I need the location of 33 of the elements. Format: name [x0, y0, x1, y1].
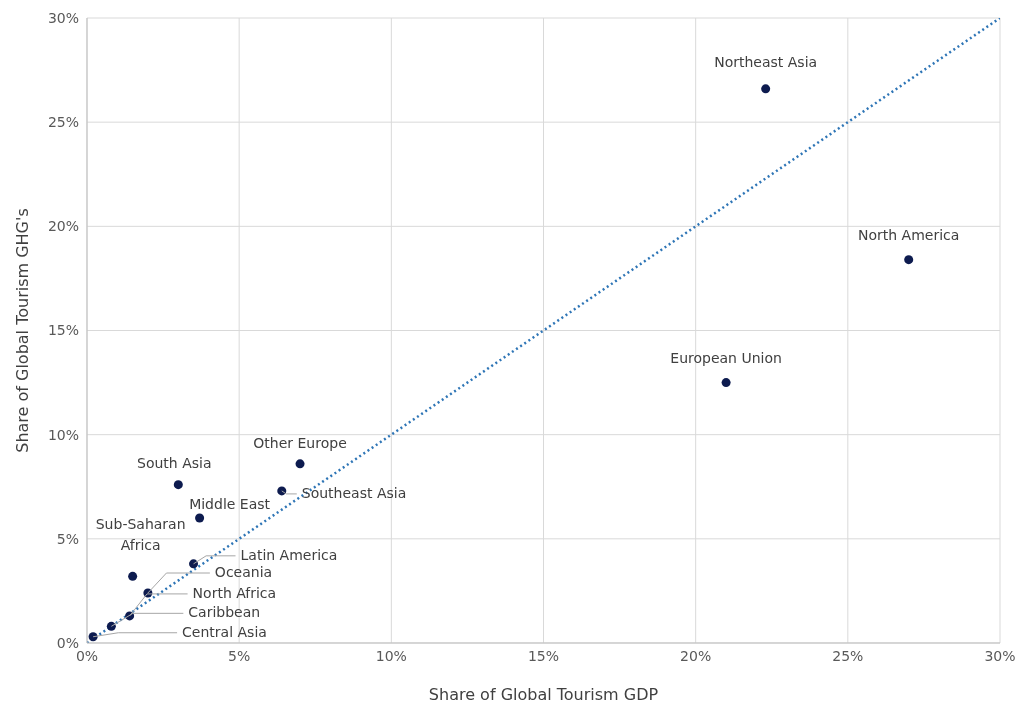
y-tick-label: 10%	[47, 426, 79, 443]
annotation: Central Asia	[182, 623, 267, 640]
annotation: North Africa	[192, 584, 277, 601]
x-tick-label: 30%	[984, 647, 1016, 664]
point	[761, 84, 771, 94]
x-tick-label: 15%	[527, 647, 560, 664]
x-axis-title: Share of Global Tourism GDP	[428, 685, 659, 704]
annotation: European Union	[670, 349, 782, 366]
y-tick-label: 30%	[47, 9, 79, 26]
point	[128, 571, 138, 581]
point	[195, 513, 205, 523]
point	[721, 378, 731, 388]
point	[904, 255, 914, 265]
y-tick-label: 15%	[47, 322, 79, 339]
annotation: Latin America	[240, 546, 338, 563]
annotation: Caribbean	[188, 604, 261, 621]
point	[173, 480, 183, 490]
annotation: Middle East	[189, 496, 271, 512]
point	[295, 459, 305, 469]
y-tick-label: 20%	[47, 218, 79, 235]
annotation: North America	[858, 226, 960, 243]
annotation: Sub-Saharan Africa	[95, 516, 186, 554]
y-tick-label: 25%	[47, 114, 79, 131]
x-tick-label: 5%	[228, 647, 251, 664]
x-tick-label: 20%	[680, 647, 712, 664]
y-axis-title: Share of Global Tourism GHG's	[12, 208, 32, 453]
annotation: Northeast Asia	[714, 53, 818, 70]
x-tick-label: 25%	[832, 647, 864, 664]
annotation: Other Europe	[253, 434, 347, 451]
annotation: South Asia	[137, 454, 212, 471]
x-tick-label: 10%	[375, 647, 407, 664]
y-tick-label: 5%	[56, 530, 79, 547]
annotation: Oceania	[214, 564, 273, 580]
